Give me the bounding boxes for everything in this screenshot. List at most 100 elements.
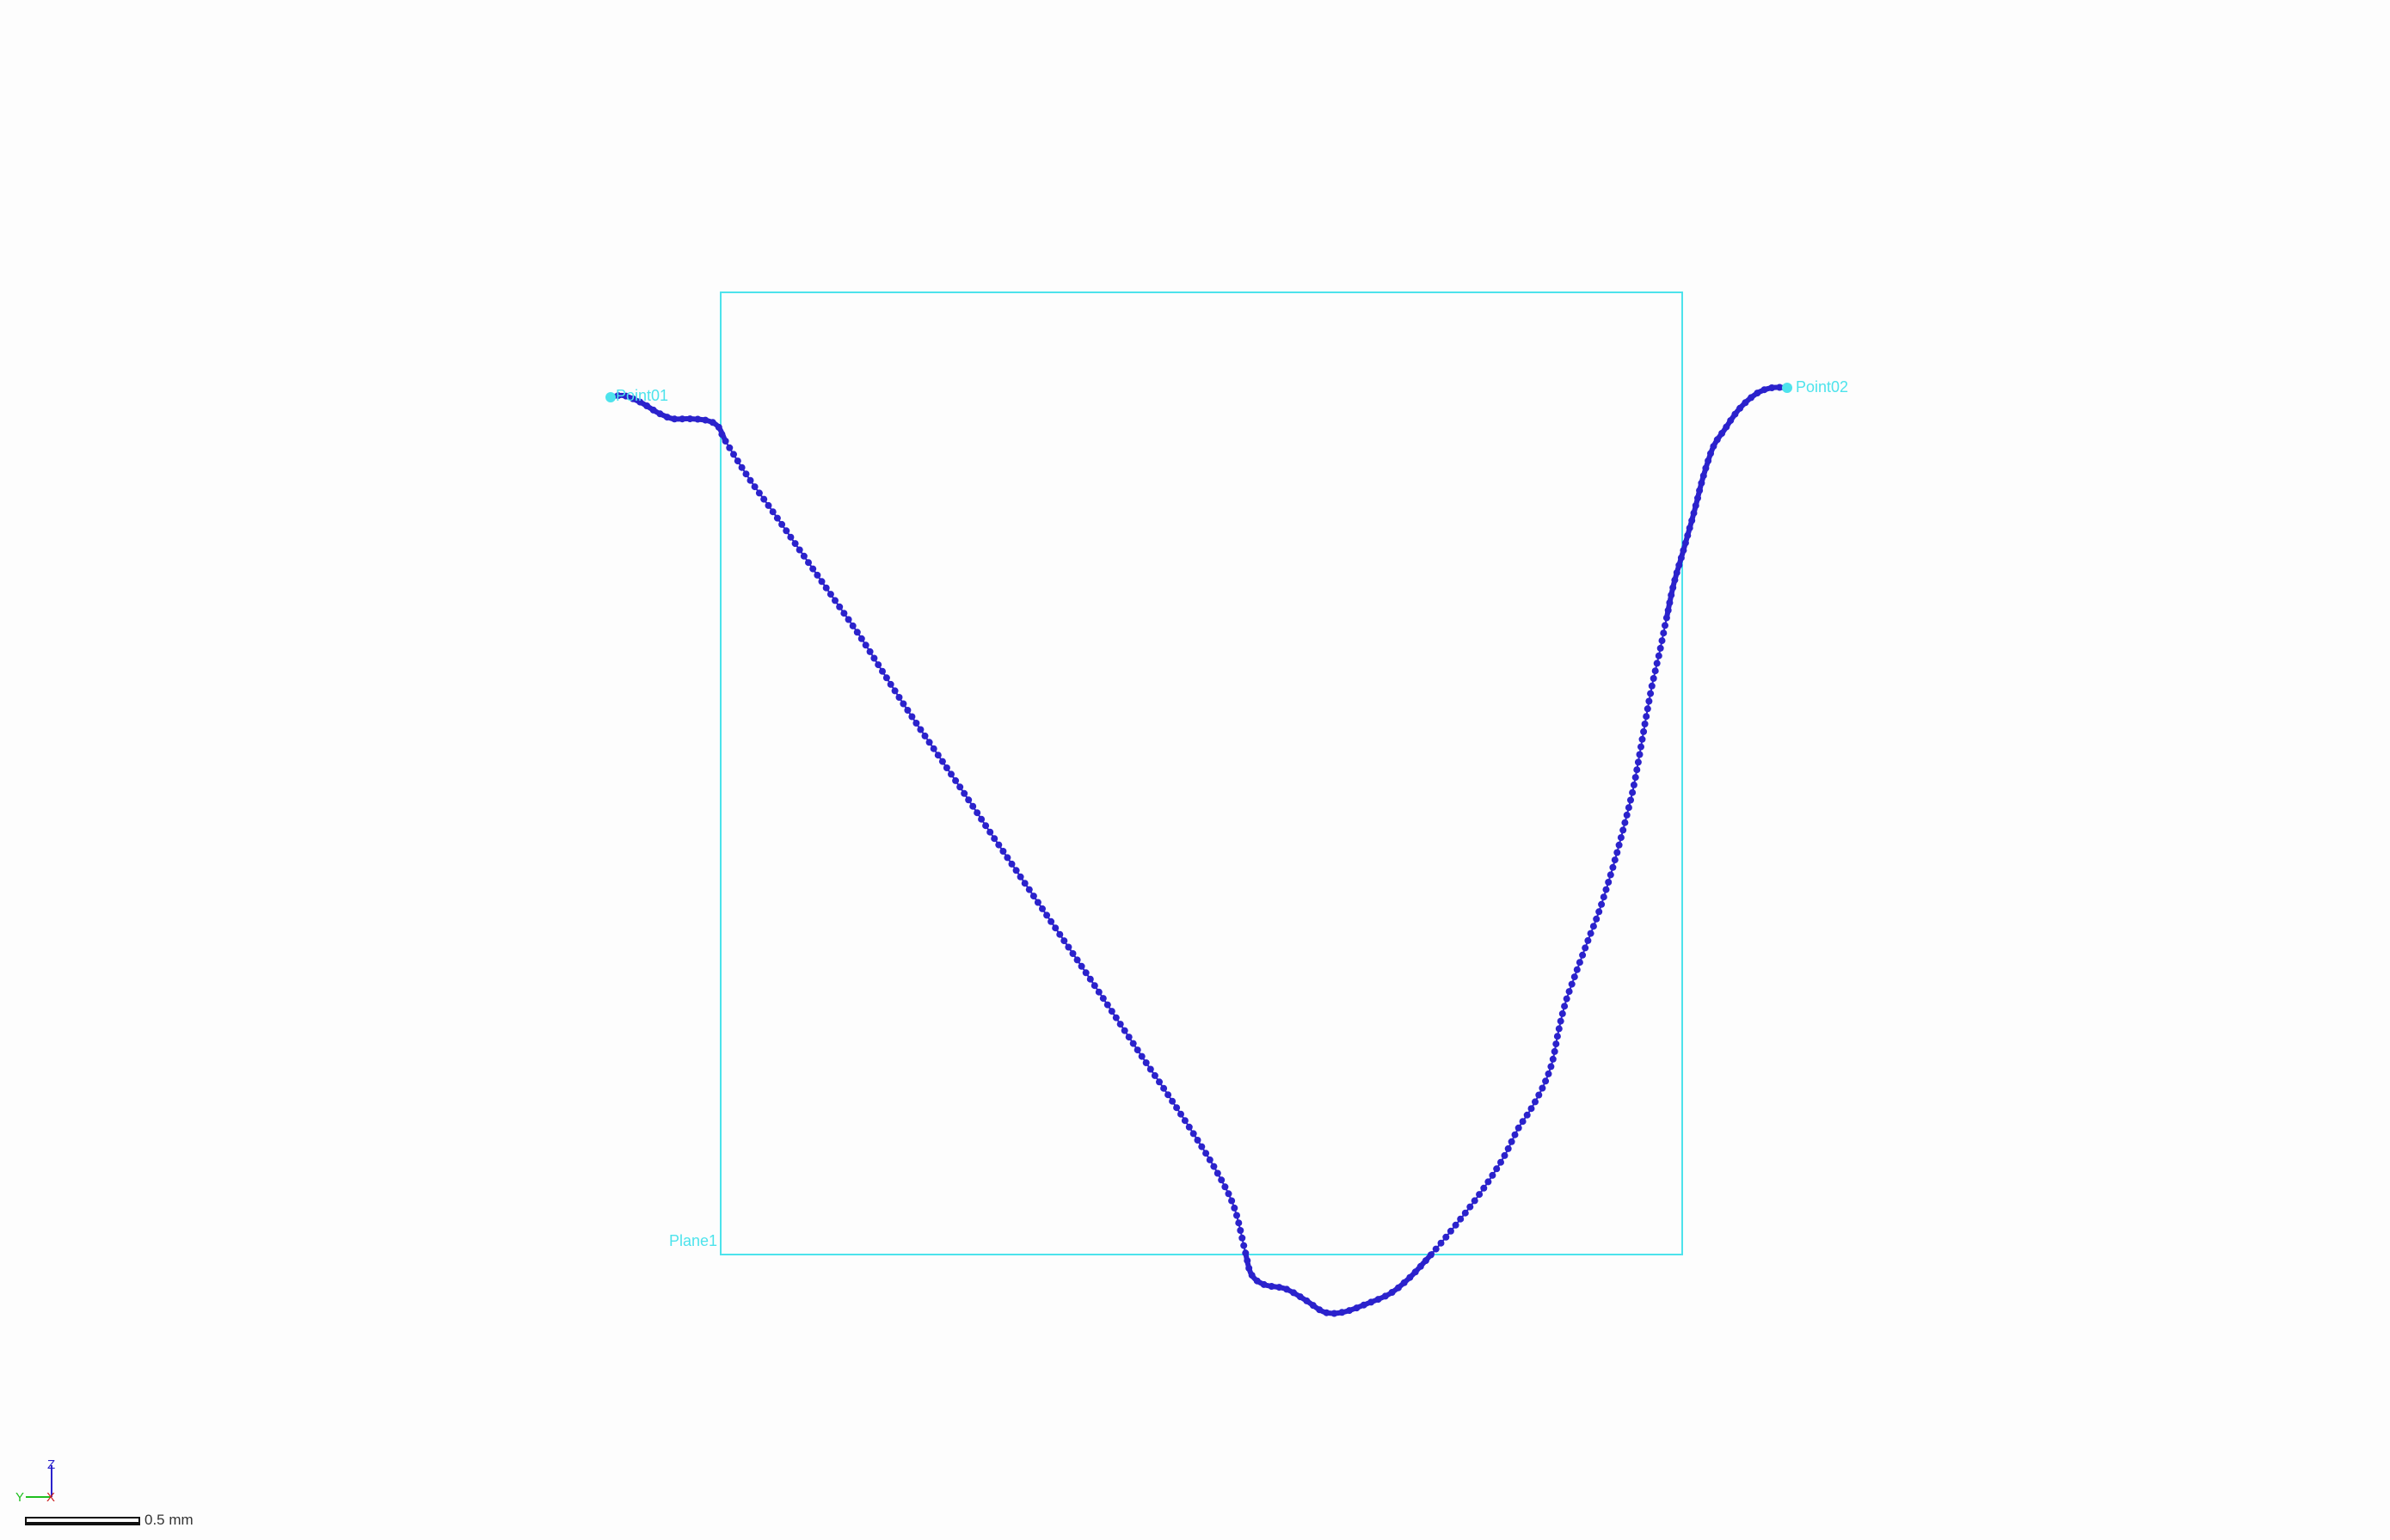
profile-point [1237,1227,1244,1234]
profile-point [1233,1212,1240,1219]
profile-point [1549,1055,1557,1063]
profile-point [1228,1197,1236,1205]
profile-point [965,796,973,804]
profile-point [1210,1163,1218,1170]
profile-point [1523,1111,1531,1119]
profile-point [1065,943,1072,951]
profile-point [1611,856,1619,864]
profile-point [1570,973,1578,981]
profile-point [1489,1171,1496,1179]
profile-point [1651,667,1659,675]
profile-point [870,654,878,662]
profile-point [800,552,808,560]
profile-point [1432,1245,1440,1253]
profile-point [1073,956,1081,964]
profile-point [1587,930,1594,937]
profile-point [1648,682,1656,690]
profile-point [1511,1131,1519,1138]
profile-point [862,641,869,649]
profile-point [755,489,763,497]
profile-point [1206,1156,1213,1163]
profile-point [1121,1027,1128,1034]
profile-point [1514,1124,1522,1132]
profile-point [1640,727,1648,735]
profile-point [853,629,861,636]
profile-point [1493,1165,1501,1173]
profile-point [1185,1123,1193,1131]
profile-point [879,667,886,675]
z-axis-label: Z [47,1457,55,1472]
profile-point [1497,1158,1504,1166]
profile-point [765,501,772,509]
profile-point [1565,988,1573,996]
profile-point [982,822,990,830]
point01-marker[interactable] [605,392,616,402]
profile-point [1542,1077,1550,1085]
profile-point [1029,893,1037,900]
profile-point [1240,1242,1248,1249]
profile-curve[interactable] [610,386,1788,1315]
profile-point [787,533,795,541]
plane-rectangle[interactable] [720,291,1683,1255]
profile-point [730,451,737,458]
profile-point [751,483,759,491]
profile-point [1582,944,1589,952]
profile-point [1644,705,1651,713]
profile-point [1160,1084,1168,1092]
profile-point [1103,1001,1111,1009]
profile-point [1457,1215,1465,1223]
profile-point [1551,1047,1558,1055]
profile-point [900,700,907,708]
profile-point [1225,1190,1232,1198]
profile-point [760,495,768,503]
profile-point [796,546,803,554]
point01-label: Point01 [616,387,668,404]
profile-point [1008,860,1016,868]
profile-point [1655,652,1662,660]
profile-point [1151,1071,1158,1079]
profile-dense-segments [608,384,1790,1316]
profile-point [1602,886,1610,893]
point02-marker[interactable] [1782,383,1792,393]
profile-point [1202,1150,1210,1157]
profile-point [726,444,734,451]
profile-point [1125,1034,1133,1041]
profile-point [969,802,977,810]
profile-point [895,694,903,701]
profile-point [1576,959,1583,966]
profile-point [1519,1118,1527,1126]
profile-point [1637,743,1644,751]
profile-point [1476,1191,1484,1199]
profile-point [1221,1183,1229,1191]
profile-point [1609,863,1617,871]
profile-point [1238,1234,1246,1242]
profile-point [999,848,1007,855]
profile-point [778,520,786,528]
profile-point [1213,1169,1221,1177]
profile-point [1194,1137,1201,1144]
profile-point [845,616,852,623]
profile-point [904,707,912,714]
profile-point [1017,873,1024,880]
profile-point [1060,937,1068,945]
profile-point [912,720,920,727]
profile-point [938,758,946,765]
profile-point [1555,1025,1563,1033]
profile-point [857,635,865,642]
profile-point [1535,1091,1543,1099]
profile-point [1189,1130,1197,1138]
profile-point [1138,1052,1146,1060]
profile-point [1129,1040,1137,1047]
profile-point [805,559,812,567]
profile-point [1545,1070,1552,1077]
profile-point [866,647,874,655]
profile-point [1116,1021,1124,1028]
profile-point [891,687,899,695]
profile-point [961,789,968,797]
profile-point [1504,1144,1512,1152]
profile-point [734,457,741,465]
profile-point [1527,1105,1535,1113]
profile-point [1547,1063,1555,1071]
profile-point [1573,966,1581,973]
